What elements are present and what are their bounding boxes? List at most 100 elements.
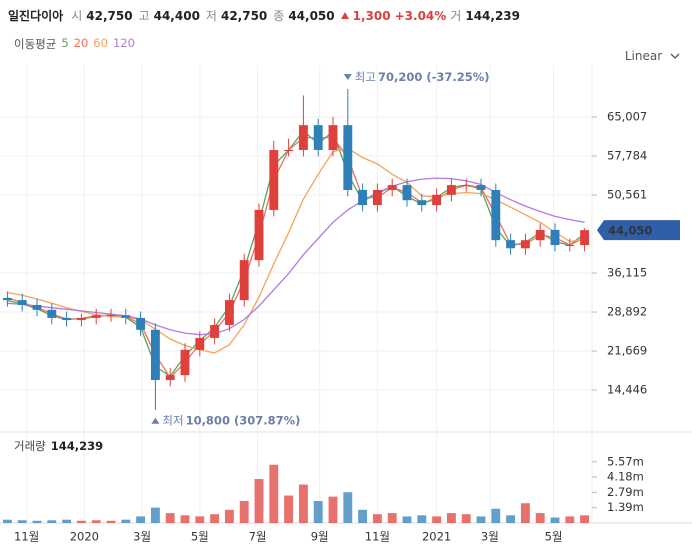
candle-body [269, 149, 279, 210]
candle-body [550, 229, 560, 246]
ma-line [7, 136, 585, 379]
y-tick-label: 36,115 [607, 266, 647, 280]
volume-bar [358, 509, 368, 523]
legend-entry: 20 [73, 36, 89, 50]
x-tick-label: 9월 [311, 530, 329, 544]
candle-body [298, 125, 308, 150]
scale-label[interactable]: Linear [624, 49, 663, 63]
low-label: 저 [205, 9, 217, 23]
volume-bar [32, 520, 42, 523]
annotation: 최저 10,800 (307.87%) [162, 413, 300, 427]
volume-bar [165, 513, 175, 523]
x-tick-label: 3월 [133, 530, 151, 544]
volume-bar [402, 516, 412, 523]
volume-value: 144,239 [465, 8, 520, 23]
legend-entry: 120 [112, 36, 135, 50]
ma-line [7, 147, 585, 354]
volume-bar [180, 515, 190, 523]
y-tick-label: 5.57m [607, 454, 644, 468]
ma-title: 이동평균 [14, 37, 57, 51]
x-tick-label: 3월 [481, 530, 499, 544]
candle-body [32, 304, 42, 310]
ma-legend: 이동평균 5 20 60 120 [14, 36, 135, 52]
volume-bar [210, 514, 220, 523]
open-label: 시 [71, 9, 83, 23]
candle-body [76, 317, 86, 321]
annotation-text: 최저 [162, 413, 183, 427]
volume-bar [520, 503, 530, 523]
candle-body [506, 240, 516, 249]
low-value: 42,750 [220, 8, 268, 23]
candle-body [136, 317, 146, 330]
close-value: 44,050 [288, 8, 335, 23]
annotation-arrow [151, 417, 160, 424]
x-tick-label: 2021 [422, 530, 451, 544]
candle-body [210, 324, 220, 338]
volume-bar [136, 516, 146, 523]
volume-bar [491, 508, 501, 523]
y-tick-label: 4.18m [607, 470, 644, 484]
ma-line [7, 177, 585, 336]
volume-bar [535, 513, 545, 523]
volume-bar [580, 515, 590, 523]
candle-body [2, 297, 12, 301]
annotation-arrow [343, 73, 352, 80]
candle-body [461, 185, 471, 187]
volume-bar [461, 514, 471, 523]
y-tick-label: 21,669 [607, 344, 647, 358]
volume-title: 거래량 144,239 [14, 439, 103, 453]
annotation-text: 최고 [355, 69, 376, 83]
volume-bar [432, 516, 442, 523]
volume-bar [254, 479, 264, 523]
y-tick-label: 65,007 [607, 110, 647, 124]
volume-bar [446, 513, 456, 523]
change: 1,300 [352, 8, 391, 23]
candle-body [446, 185, 456, 195]
candle-body [328, 125, 338, 150]
candle-body [417, 200, 427, 206]
candle-body [358, 189, 368, 206]
y-tick-label: 57,784 [607, 149, 647, 163]
volume-bar [224, 509, 234, 523]
header: 일진다이아 시 42,750 고 44,400 저 42,750 종 44,050 1,… [8, 7, 522, 24]
high-value: 44,400 [153, 8, 200, 23]
volume-bar [239, 501, 249, 523]
volume-bar [565, 516, 575, 523]
volume-bar [417, 515, 427, 523]
x-tick-label: 5월 [545, 530, 563, 544]
change-pct: +3.04% [394, 8, 447, 23]
candle-body [195, 337, 205, 350]
x-tick-label: 5월 [191, 530, 209, 544]
volume-bar [506, 515, 516, 523]
x-tick-label: 11월 [14, 530, 39, 544]
volume-title-value: 144,239 [51, 439, 103, 453]
candle-body [121, 315, 131, 318]
candle-body [17, 300, 27, 305]
dropdown-arrow[interactable] [670, 52, 680, 60]
price-tag [597, 220, 680, 241]
volume-title-text: 거래량 [14, 439, 46, 453]
annotation: 최고 70,200 (-37.25%) [355, 69, 490, 83]
y-tick-label: 50,561 [607, 188, 647, 202]
candle-body [91, 315, 101, 318]
x-tick-label: 2020 [70, 530, 99, 544]
volume-bar [476, 516, 486, 523]
candle-body [239, 260, 249, 301]
candle-body [150, 329, 160, 381]
candle-body [343, 125, 353, 190]
candle-body [565, 245, 575, 247]
candle-body [254, 209, 264, 261]
ma-line [7, 130, 585, 378]
volume-bar [328, 496, 338, 523]
volume-bar [106, 520, 116, 523]
volume-bar [17, 520, 27, 523]
volume-bar [47, 520, 57, 523]
volume-bar [91, 520, 101, 523]
volume-bar [2, 519, 12, 523]
volume-bar [284, 495, 294, 523]
candle-body [402, 185, 412, 201]
scale-dropdown[interactable]: Linear [625, 49, 680, 63]
volume-bar [387, 513, 397, 523]
